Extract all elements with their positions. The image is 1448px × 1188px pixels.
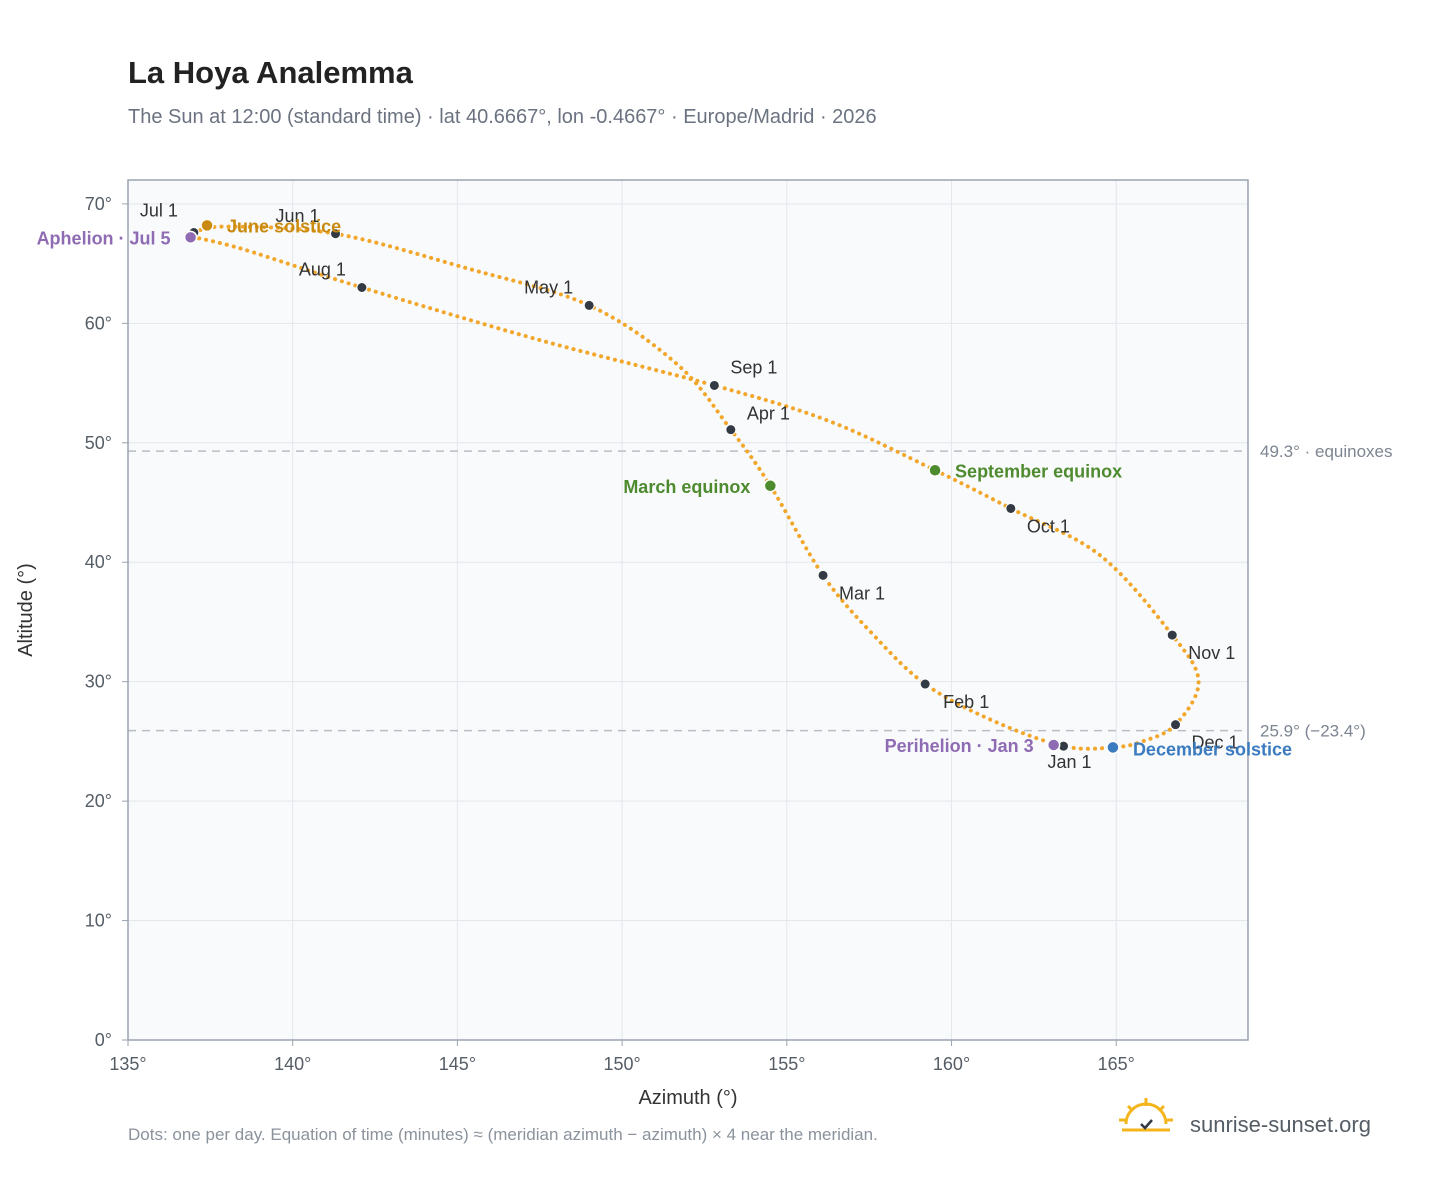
event-label: September equinox: [955, 461, 1122, 481]
x-tick-label: 160°: [933, 1054, 970, 1074]
page-title: La Hoya Analemma: [128, 55, 414, 90]
month-marker: [583, 299, 595, 311]
month-marker: [919, 678, 931, 690]
month-label: Apr 1: [747, 404, 790, 424]
reference-line-label: 49.3° · equinoxes: [1260, 442, 1393, 461]
month-label: Mar 1: [839, 583, 885, 603]
month-marker: [708, 379, 720, 391]
event-label: Perihelion · Jan 3: [885, 736, 1034, 756]
event-marker: [1106, 740, 1120, 755]
month-label: Jul 1: [140, 201, 178, 221]
month-label: Sep 1: [730, 357, 777, 377]
month-label: Dec 1: [1192, 733, 1239, 753]
x-tick-label: 135°: [109, 1054, 146, 1074]
footnote: Dots: one per day. Equation of time (min…: [128, 1125, 878, 1144]
x-tick-label: 155°: [768, 1054, 805, 1074]
y-tick-label: 30°: [85, 672, 112, 692]
sun-logo-icon: [1119, 1098, 1173, 1132]
x-tick-label: 150°: [604, 1054, 641, 1074]
y-tick-label: 40°: [85, 552, 112, 572]
month-label: Jun 1: [275, 206, 319, 226]
month-marker: [1170, 719, 1182, 731]
month-marker: [725, 424, 737, 436]
month-marker: [330, 228, 342, 240]
month-label: May 1: [524, 277, 573, 297]
x-tick-label: 165°: [1098, 1054, 1135, 1074]
y-tick-label: 50°: [85, 433, 112, 453]
event-marker: [928, 463, 942, 477]
y-tick-label: 60°: [85, 313, 112, 333]
y-tick-label: 20°: [85, 791, 112, 811]
event-marker: [183, 230, 198, 245]
x-tick-label: 140°: [274, 1054, 311, 1074]
y-axis-title: Altitude (°): [15, 563, 37, 657]
month-label: Jan 1: [1048, 752, 1092, 772]
event-label: Aphelion · Jul 5: [37, 228, 171, 248]
month-marker: [1166, 629, 1178, 641]
month-marker: [356, 282, 368, 293]
x-tick-label: 145°: [439, 1054, 476, 1074]
reference-lines: 49.3° · equinoxes 25.9° (−23.4°): [128, 442, 1393, 741]
page-subtitle: The Sun at 12:00 (standard time) · lat 4…: [128, 106, 877, 128]
month-markers: Jan 1 Feb 1 Mar 1 Apr 1 May 1 Jun 1 Jul 1 Aug 1…: [140, 201, 1239, 773]
month-label: Feb 1: [943, 692, 989, 712]
plot-area: [128, 180, 1248, 1040]
axis-ticks: 135° 140° 145° 150° 155° 160° 165° 0° 10° 20° 30° 4…: [85, 194, 1135, 1074]
y-tick-label: 70°: [85, 194, 112, 214]
y-tick-label: 0°: [95, 1030, 112, 1050]
month-marker: [1005, 502, 1017, 514]
event-label: December solstice: [1133, 739, 1292, 759]
event-marker: [763, 479, 778, 493]
y-tick-label: 10°: [85, 911, 112, 931]
reference-line-label: 25.9° (−23.4°): [1260, 722, 1366, 741]
event-markers: June solstice Aphelion · Jul 5 March equin…: [37, 216, 1292, 759]
analemma-daily-dots: [184, 224, 1201, 751]
grid: [127, 180, 1248, 1041]
plot-frame: [127, 179, 1249, 1041]
month-label: Oct 1: [1027, 516, 1070, 536]
event-label: June solstice: [227, 216, 341, 236]
analemma-path: [184, 224, 1201, 751]
month-label: Nov 1: [1188, 643, 1235, 663]
event-label: March equinox: [623, 477, 750, 497]
brand-name: sunrise-sunset.org: [1190, 1112, 1371, 1137]
month-marker: [817, 569, 829, 581]
event-marker: [200, 218, 214, 233]
month-label: Aug 1: [299, 260, 346, 280]
x-axis-title: Azimuth (°): [638, 1087, 737, 1109]
event-marker: [1046, 738, 1061, 752]
